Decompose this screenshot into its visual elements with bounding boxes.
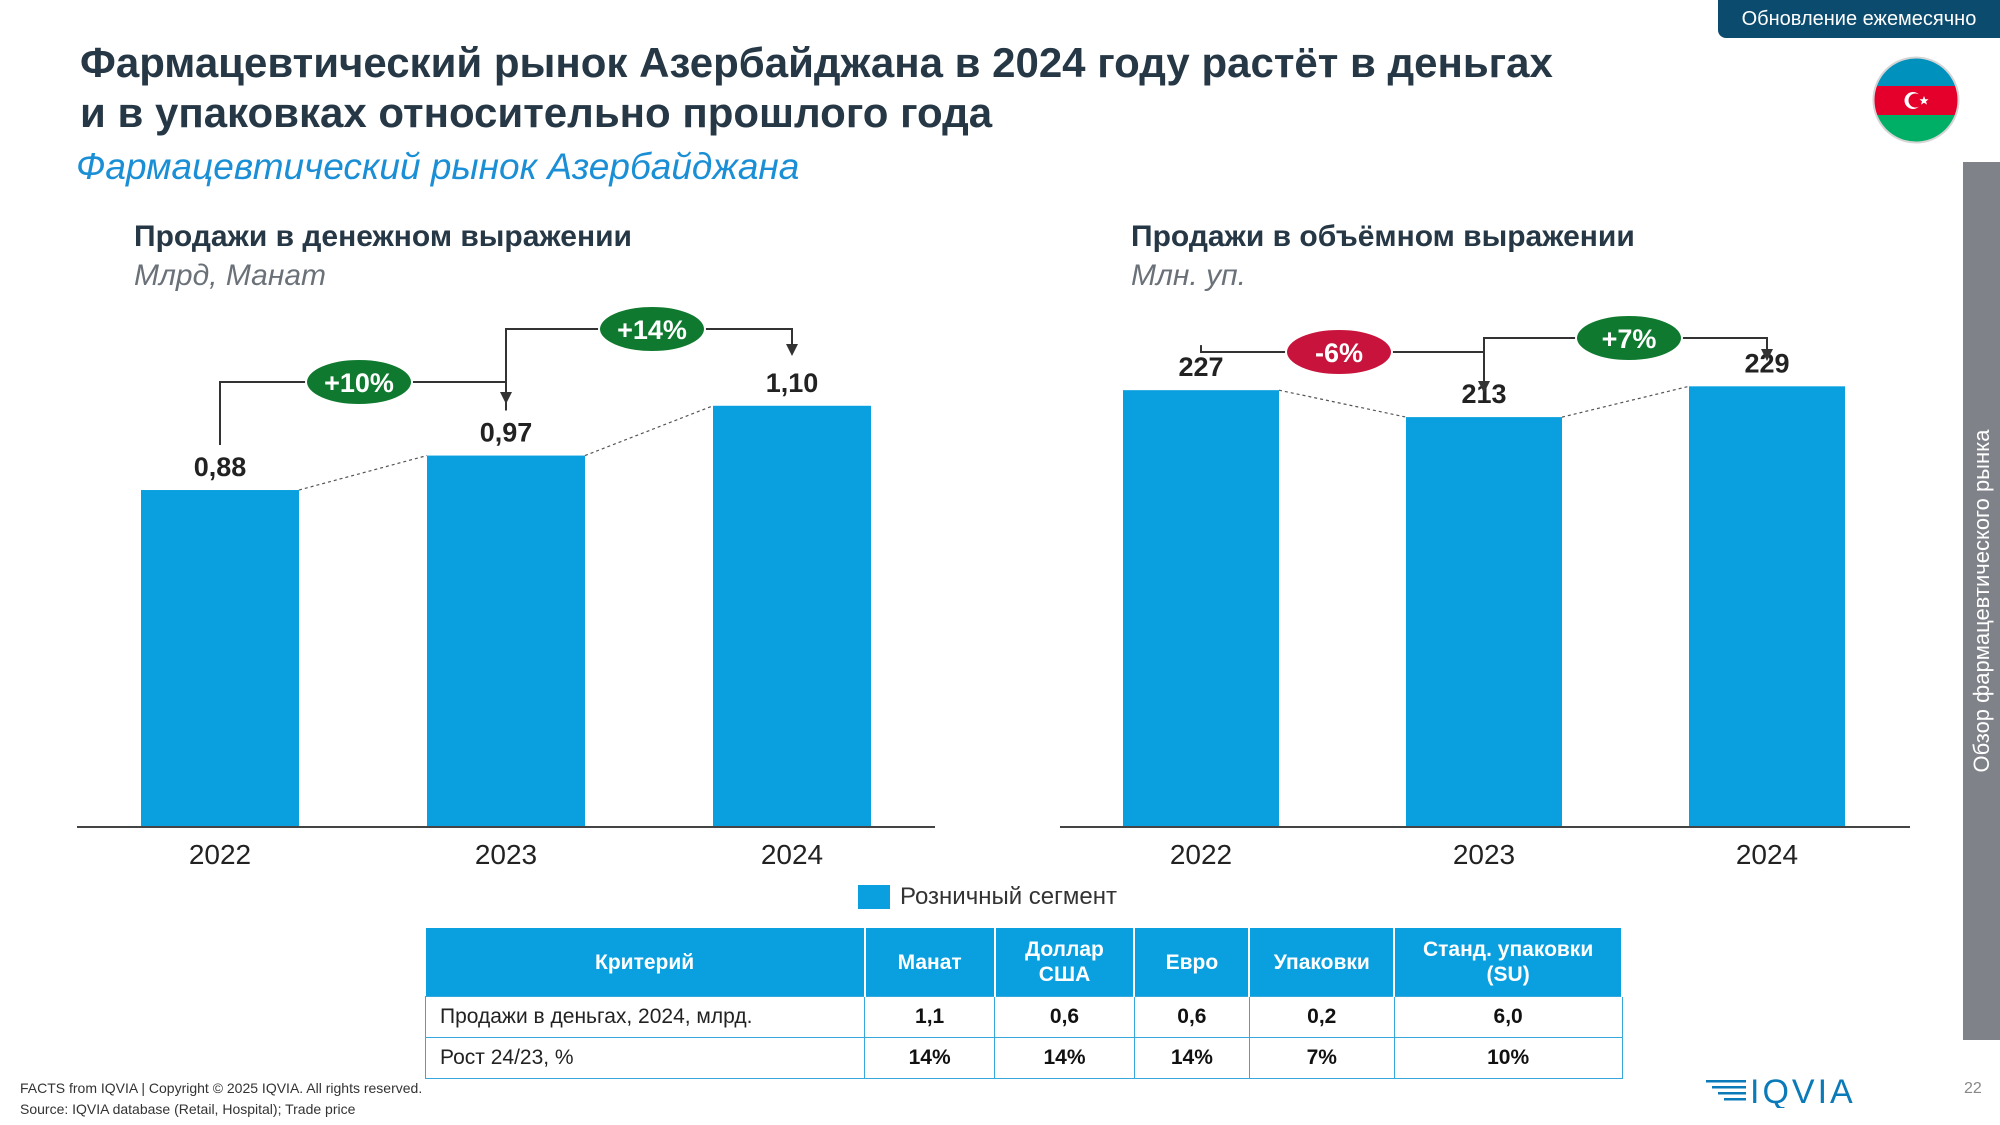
table-cell: 1,1	[864, 996, 996, 1038]
table-cell: 7%	[1248, 1037, 1395, 1079]
footer: FACTS from IQVIA | Copyright © 2025 IQVI…	[20, 1078, 422, 1120]
table-row: Продажи в деньгах, 2024, млрд. 1,1 0,6 0…	[424, 996, 1623, 1038]
category-label: 2023	[1453, 839, 1515, 870]
table-header-usd: Доллар США	[994, 928, 1136, 997]
table-cell: Продажи в деньгах, 2024, млрд.	[424, 996, 866, 1038]
growth-pill	[305, 358, 413, 406]
bar-2022	[141, 490, 299, 827]
category-label: 2023	[475, 839, 537, 870]
table-header-su: Станд. упаковки (SU)	[1394, 928, 1623, 997]
table-row: Рост 24/23, % 14% 14% 14% 7% 10%	[424, 1037, 1623, 1079]
bar-2024	[1689, 386, 1845, 827]
legend-swatch	[858, 885, 890, 909]
copyright-text: FACTS from IQVIA | Copyright © 2025 IQVI…	[20, 1080, 423, 1096]
table-cell: 10%	[1393, 1037, 1623, 1079]
bar-2022	[1123, 390, 1279, 827]
category-label: 2024	[1736, 839, 1798, 870]
table-cell: 14%	[864, 1037, 996, 1079]
table-header-criterion: Критерий	[425, 928, 866, 997]
table-cell: 6,0	[1393, 996, 1623, 1038]
azerbaijan-flag-icon	[1872, 56, 1960, 144]
table-cell: 14%	[994, 1037, 1135, 1079]
trend-line	[584, 405, 714, 457]
volume-chart-title: Продажи в объёмном выражении	[1131, 220, 1635, 253]
growth-pill	[598, 305, 706, 353]
data-label: 227	[1178, 352, 1223, 382]
growth-label: +7%	[1602, 324, 1657, 354]
arrow-icon	[1478, 381, 1490, 393]
currency-table: Критерий Манат Доллар США Евро Упаковки …	[424, 928, 1623, 1079]
iqvia-logo: IQVIA	[1706, 1073, 1856, 1108]
data-label: 0,88	[194, 452, 247, 482]
legend-label: Розничный сегмент	[900, 883, 1117, 910]
growth-label: +14%	[617, 315, 687, 345]
trend-line	[1278, 389, 1407, 418]
growth-pill	[1285, 328, 1393, 376]
bar-2023	[1406, 417, 1562, 827]
volume-chart-unit: Млн. уп.	[1131, 259, 1246, 292]
page-subtitle: Фармацевтический рынок Азербайджана	[76, 146, 800, 187]
table-cell: 0,6	[994, 996, 1135, 1038]
title-line-1: Фармацевтический рынок Азербайджана в 20…	[80, 39, 1553, 86]
money-chart-title: Продажи в денежном выражении	[134, 220, 632, 253]
growth-label: -6%	[1315, 338, 1363, 368]
data-label: 1,10	[766, 368, 819, 398]
table-header-manat: Манат	[864, 928, 996, 997]
table-cell: 14%	[1133, 1037, 1250, 1079]
table-header-packs: Упаковки	[1249, 928, 1396, 997]
side-tab[interactable]: Обзор фармацевтического рынка	[1963, 162, 2000, 1040]
update-badge: Обновление ежемесячно	[1718, 0, 2000, 38]
category-label: 2024	[761, 839, 823, 870]
money-chart-unit: Млрд, Манат	[134, 259, 327, 292]
page-title: Фармацевтический рынок Азербайджана в 20…	[80, 38, 1720, 138]
table-header-eur: Евро	[1134, 928, 1251, 997]
trend-line	[298, 454, 428, 491]
table-cell: 0,2	[1248, 996, 1395, 1038]
trend-line	[1561, 385, 1690, 418]
logo-text: IQVIA	[1750, 1073, 1856, 1108]
bar-2023	[427, 455, 585, 827]
table-cell: Рост 24/23, %	[424, 1037, 866, 1079]
money-sales-chart: 0,88 2022 0,97 2023 1,10 2024 +10% +14%	[77, 305, 935, 870]
title-line-2: и в упаковках относительно прошлого года	[80, 89, 993, 136]
growth-label: +10%	[324, 368, 394, 398]
data-label: 0,97	[480, 418, 533, 448]
page-number: 22	[1964, 1080, 1982, 1097]
category-label: 2022	[189, 839, 251, 870]
table-cell: 0,6	[1133, 996, 1250, 1038]
growth-pill	[1575, 314, 1683, 362]
category-label: 2022	[1170, 839, 1232, 870]
table-header-row: Критерий Манат Доллар США Евро Упаковки …	[425, 928, 1623, 997]
bar-2024	[713, 405, 871, 827]
chart-legend: Розничный сегмент	[858, 880, 1117, 914]
arrow-icon	[786, 344, 798, 356]
arrow-icon	[1761, 349, 1773, 361]
source-text: Source: IQVIA database (Retail, Hospital…	[20, 1101, 356, 1117]
